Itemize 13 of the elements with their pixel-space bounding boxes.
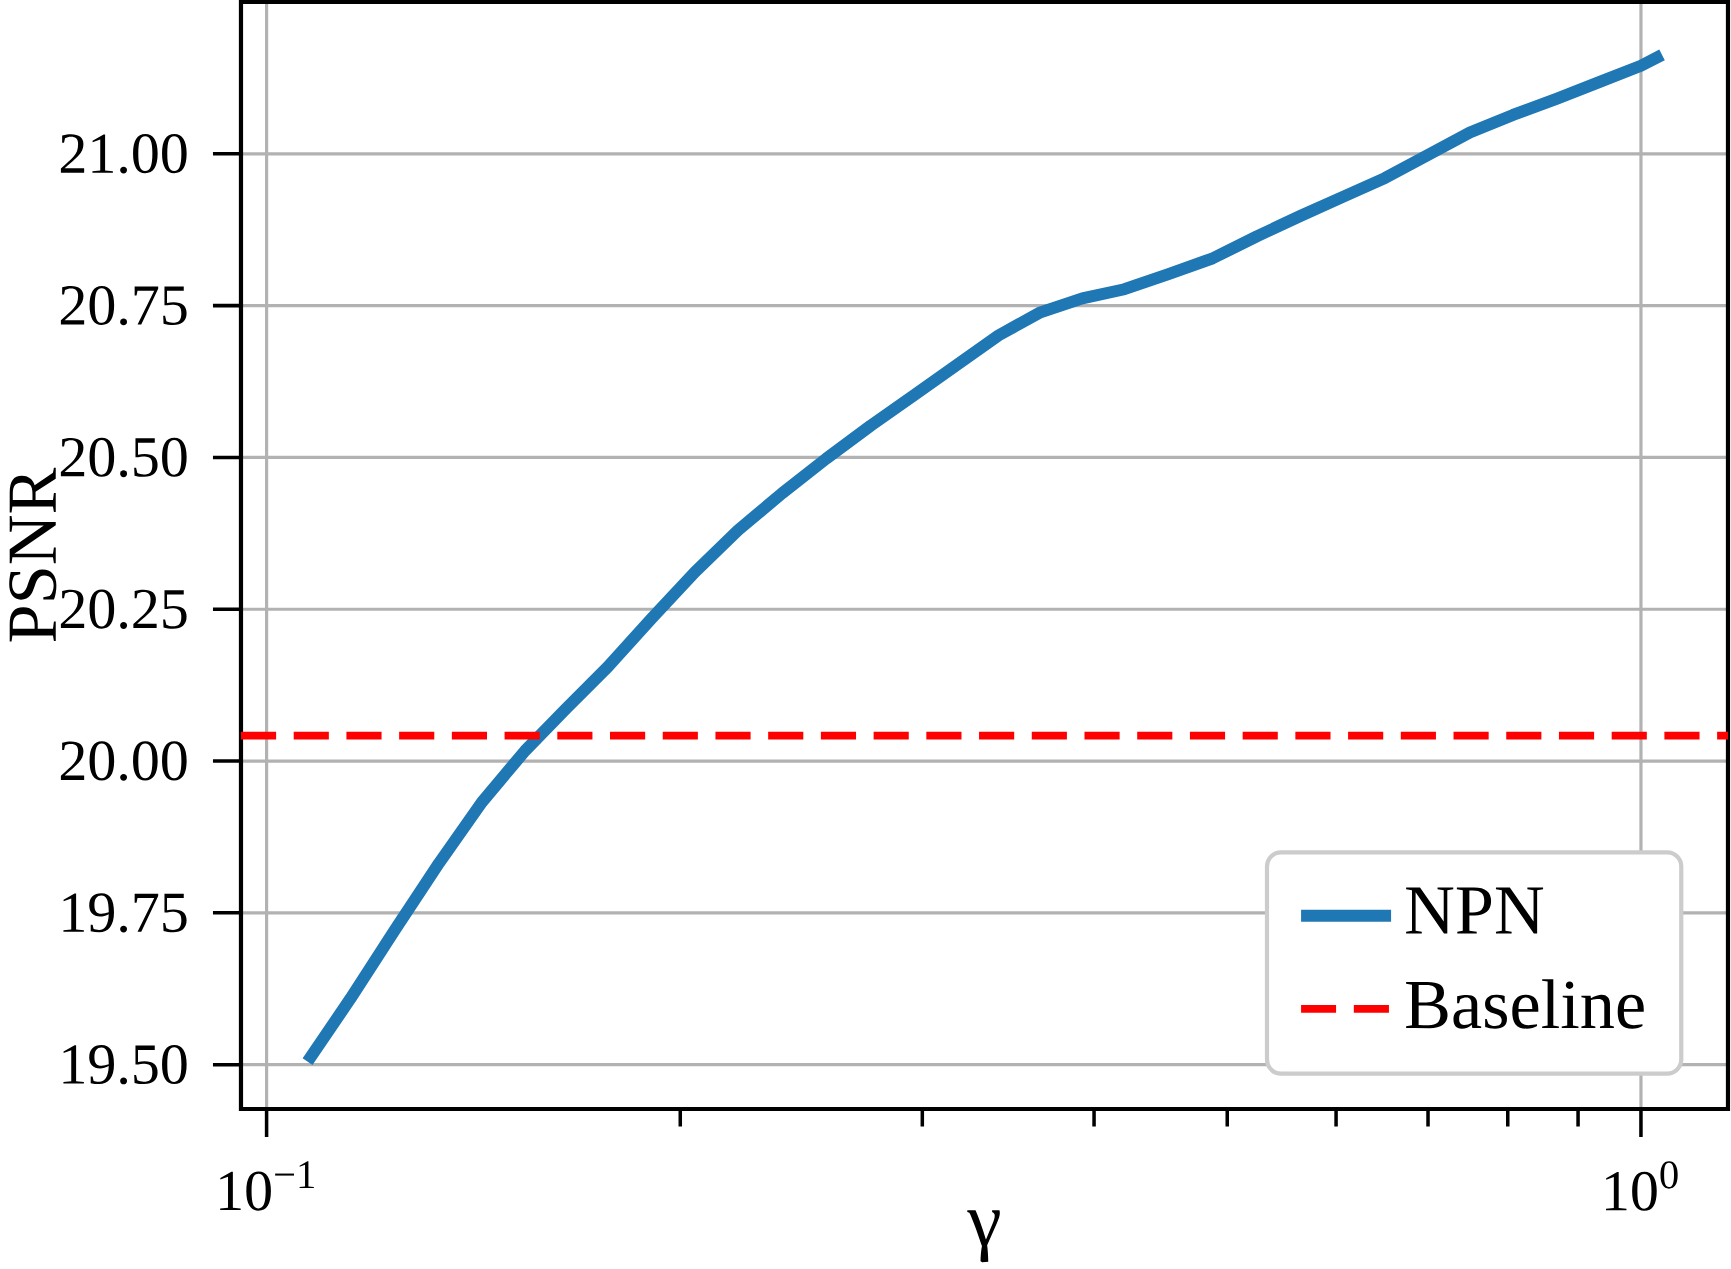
x-tick-label: 10$^{−1}$ (220, 1161, 314, 1211)
legend-label: NPN (1406, 887, 1544, 934)
y-tick-label: 20.75 (60, 285, 187, 326)
y-tick-label: 21.00 (60, 134, 187, 174)
y-tick-label: 19.75 (63, 893, 187, 933)
y-tick-label: 20.00 (60, 741, 187, 781)
x-axis-title: γ (967, 1210, 1000, 1263)
y-axis-title: PSNR (9, 467, 57, 642)
legend-label: Baseline (1406, 979, 1644, 1029)
y-tick-label: 19.50 (63, 1044, 187, 1085)
x-tick-label: 10$^{0}$ (1606, 1161, 1678, 1211)
y-tick-label: 20.25 (60, 589, 187, 629)
y-tick-label: 20.50 (60, 437, 187, 478)
